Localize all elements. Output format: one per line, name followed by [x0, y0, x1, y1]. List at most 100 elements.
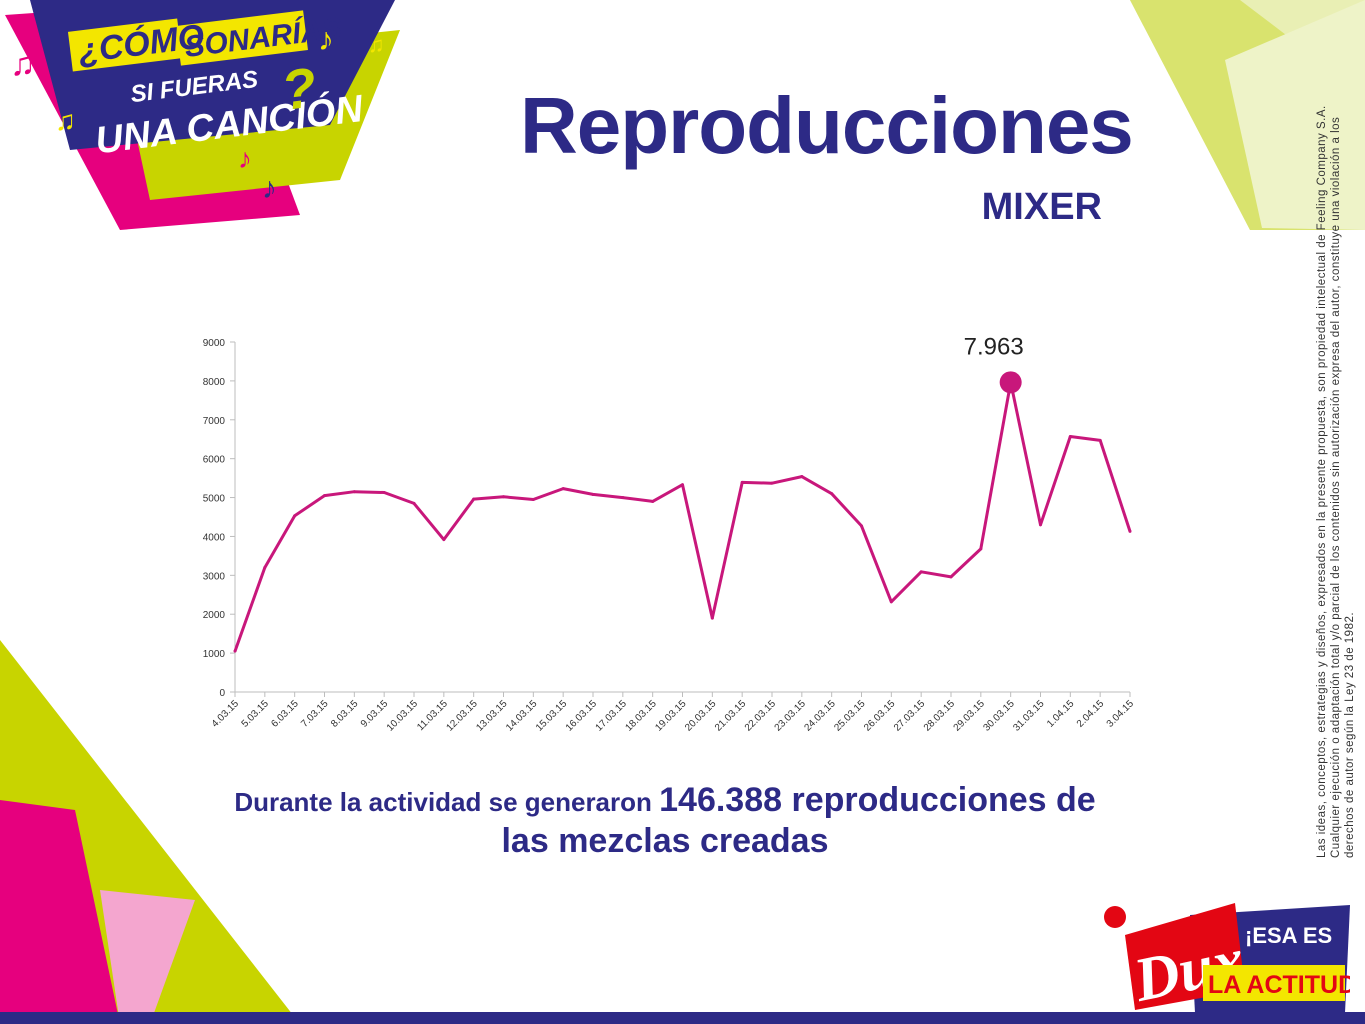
- highlight-point: [999, 371, 1022, 394]
- data-point: [651, 499, 655, 503]
- data-point: [323, 494, 326, 498]
- x-tick-label: 29.03.15: [952, 698, 988, 734]
- y-tick-label: 5000: [203, 494, 226, 505]
- data-point: [860, 524, 863, 528]
- logo-question-mark: ?: [278, 55, 320, 122]
- music-note-icon: ♫: [55, 105, 76, 136]
- data-point: [710, 616, 714, 620]
- data-point: [442, 538, 446, 542]
- page-title: Reproducciones: [520, 81, 1134, 170]
- data-point: [472, 497, 476, 501]
- data-point: [1098, 438, 1102, 442]
- bottom-bar: [0, 1012, 1365, 1024]
- logo-yellow-strip: [67, 18, 183, 72]
- data-point: [531, 498, 535, 501]
- x-tick-label: 20.03.15: [683, 698, 719, 734]
- summary-part1: Durante la actividad se generaron: [234, 787, 660, 817]
- x-tick-label: 30.03.15: [981, 698, 1017, 734]
- y-tick-label: 4000: [203, 532, 226, 543]
- legal-notice: Las ideas, conceptos, estrategias y dise…: [1316, 105, 1356, 858]
- x-tick-label: 7.03.15: [299, 698, 331, 730]
- data-point: [1128, 529, 1132, 533]
- brand-badge-icon: [1104, 906, 1126, 928]
- x-tick-label: 1.04.15: [1045, 698, 1077, 730]
- data-point: [233, 649, 237, 653]
- x-tick-label: 4.03.15: [210, 698, 242, 730]
- x-tick-label: 14.03.15: [504, 698, 540, 734]
- y-tick-label: 0: [219, 688, 225, 699]
- series-line: [233, 380, 1132, 652]
- summary-part3: las mezclas creadas: [501, 821, 829, 860]
- x-tick-label: 28.03.15: [922, 698, 958, 734]
- x-tick-label: 19.03.15: [653, 698, 689, 734]
- data-point: [502, 495, 505, 499]
- pink-triangle-bottom-left: [100, 890, 195, 1024]
- x-tick-label: 8.03.15: [329, 698, 361, 730]
- data-point: [1039, 523, 1042, 527]
- line-chart: 0 1000 2000 3000 4000 5000 6000 7000 8000 9000 4.…: [203, 333, 1137, 734]
- data-point: [621, 496, 625, 500]
- music-note-icon: ♫: [368, 32, 385, 57]
- data-point: [412, 501, 416, 505]
- brand-slogan-box: [1203, 965, 1345, 1001]
- summary-number: 146.388: [659, 781, 783, 819]
- data-point: [1068, 435, 1072, 438]
- x-tick-label: 31.03.15: [1011, 698, 1047, 734]
- x-tick-label: 21.03.15: [713, 698, 749, 734]
- x-tick-label: 10.03.15: [385, 698, 421, 734]
- x-tick-label: 24.03.15: [802, 698, 838, 734]
- data-point: [293, 514, 297, 518]
- x-tick-label: 6.03.15: [269, 698, 301, 730]
- x-tick-label: 2.04.15: [1075, 698, 1107, 730]
- brand-slogan-line1: ¡ESA ES: [1245, 923, 1332, 948]
- x-tick-label: 3.04.15: [1105, 698, 1137, 730]
- x-tick-label: 11.03.15: [415, 698, 450, 733]
- highlight-label: 7.963: [964, 333, 1024, 360]
- music-note-icon: ♪: [318, 21, 334, 57]
- data-point: [800, 475, 804, 479]
- y-axis: 0 1000 2000 3000 4000 5000 6000 7000 8000 9000: [203, 338, 236, 699]
- data-point: [830, 492, 834, 496]
- data-point: [770, 481, 774, 485]
- x-tick-label: 5.03.15: [240, 698, 272, 730]
- brand-logo: Dux ¡ESA ES LA ACTITUD!: [1104, 903, 1350, 1015]
- x-tick-label: 27.03.15: [892, 698, 928, 734]
- data-point: [949, 575, 953, 579]
- pale-lime-band-right: [1225, 0, 1365, 230]
- data-point: [889, 600, 893, 604]
- campaign-logo: ¿CÓMO SONARÍAS SI FUERAS UNA CANCIÓN ? ♫…: [5, 0, 400, 230]
- x-tick-label: 18.03.15: [623, 698, 659, 734]
- x-tick-label: 16.03.15: [564, 698, 600, 734]
- data-point: [263, 566, 267, 570]
- x-tick-label: 13.03.15: [474, 698, 510, 734]
- y-tick-label: 2000: [203, 610, 226, 621]
- music-note-icon: ♫: [10, 45, 36, 83]
- music-note-icon: ♪: [262, 172, 277, 205]
- music-note-icon: ♪: [238, 143, 252, 174]
- logo-yellow-strip-2: [176, 10, 308, 66]
- x-tick-label: 17.03.15: [594, 698, 630, 734]
- data-point: [740, 480, 744, 484]
- data-point: [561, 487, 565, 491]
- data-point: [979, 547, 983, 551]
- data-point: [352, 490, 356, 494]
- x-tick-label: 25.03.15: [832, 698, 868, 734]
- summary-text: Durante la actividad se generaron 146.38…: [215, 780, 1115, 862]
- data-point: [681, 483, 684, 487]
- data-point: [382, 491, 386, 494]
- x-tick-label: 12.03.15: [444, 698, 480, 734]
- y-tick-label: 6000: [203, 455, 226, 466]
- magenta-triangle-bottom-left: [0, 800, 120, 1024]
- data-point: [919, 570, 923, 574]
- y-tick-label: 1000: [203, 649, 226, 660]
- y-tick-label: 7000: [203, 416, 226, 427]
- x-axis: 4.03.155.03.156.03.157.03.158.03.159.03.…: [210, 691, 1137, 734]
- x-tick-label: 26.03.15: [862, 698, 898, 734]
- summary-part2: reproducciones de: [782, 781, 1096, 819]
- y-tick-label: 8000: [203, 377, 226, 388]
- y-tick-label: 9000: [203, 338, 226, 349]
- x-tick-label: 15.03.15: [534, 698, 570, 734]
- data-point: [591, 492, 595, 496]
- series-reproducciones: 7.963: [233, 333, 1132, 653]
